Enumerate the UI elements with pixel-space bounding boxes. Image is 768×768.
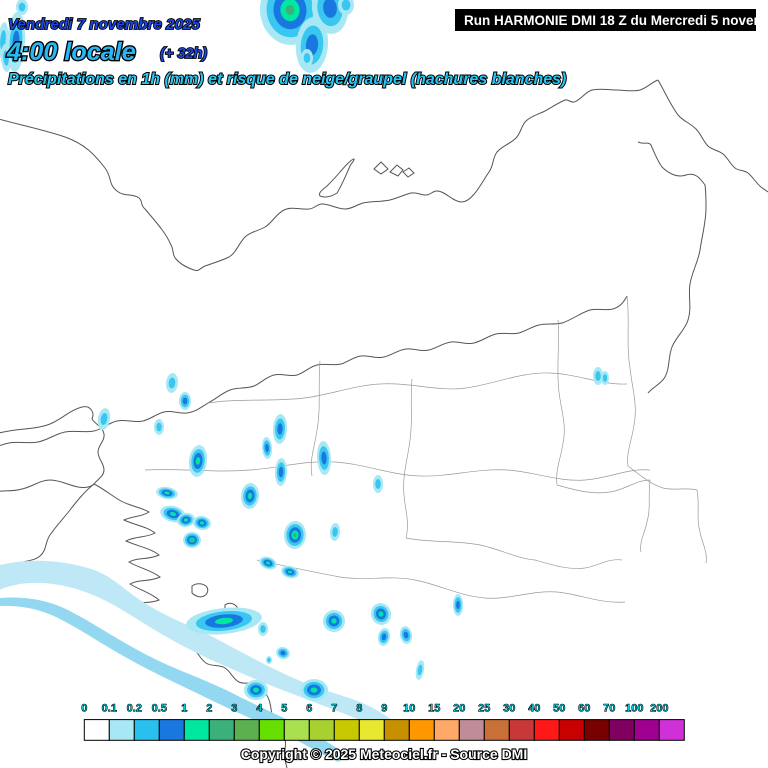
svg-text:Copyright © 2025 Meteociel.fr: Copyright © 2025 Meteociel.fr - Source D…	[241, 746, 528, 762]
svg-text:1: 1	[181, 703, 187, 715]
svg-text:0.5: 0.5	[152, 703, 167, 715]
svg-text:60: 60	[578, 703, 590, 715]
svg-text:3: 3	[231, 703, 237, 715]
svg-text:0.2: 0.2	[127, 703, 142, 715]
svg-text:0.1: 0.1	[102, 703, 117, 715]
svg-text:8: 8	[356, 703, 362, 715]
svg-text:(+ 32h): (+ 32h)	[160, 46, 207, 62]
svg-text:70: 70	[603, 703, 615, 715]
svg-text:2: 2	[206, 703, 212, 715]
svg-text:9: 9	[381, 703, 387, 715]
svg-text:25: 25	[478, 703, 490, 715]
svg-text:40: 40	[528, 703, 540, 715]
svg-text:4: 4	[256, 703, 263, 715]
svg-text:20: 20	[453, 703, 465, 715]
svg-text:5: 5	[281, 703, 287, 715]
svg-text:100: 100	[625, 703, 643, 715]
svg-text:6: 6	[306, 703, 312, 715]
svg-text:Run HARMONIE DMI 18 Z du Mercr: Run HARMONIE DMI 18 Z du Mercredi 5 nove…	[464, 13, 768, 28]
svg-text:30: 30	[503, 703, 515, 715]
svg-text:4:00 locale: 4:00 locale	[6, 38, 136, 66]
svg-text:15: 15	[428, 703, 440, 715]
svg-text:Vendredi 7 novembre 2025: Vendredi 7 novembre 2025	[8, 16, 200, 33]
svg-text:Précipitations en 1h (mm) et r: Précipitations en 1h (mm) et risque de n…	[8, 71, 566, 88]
svg-text:50: 50	[553, 703, 565, 715]
svg-text:200: 200	[650, 703, 668, 715]
svg-text:7: 7	[331, 703, 337, 715]
svg-text:0: 0	[81, 703, 87, 715]
svg-text:10: 10	[403, 703, 415, 715]
